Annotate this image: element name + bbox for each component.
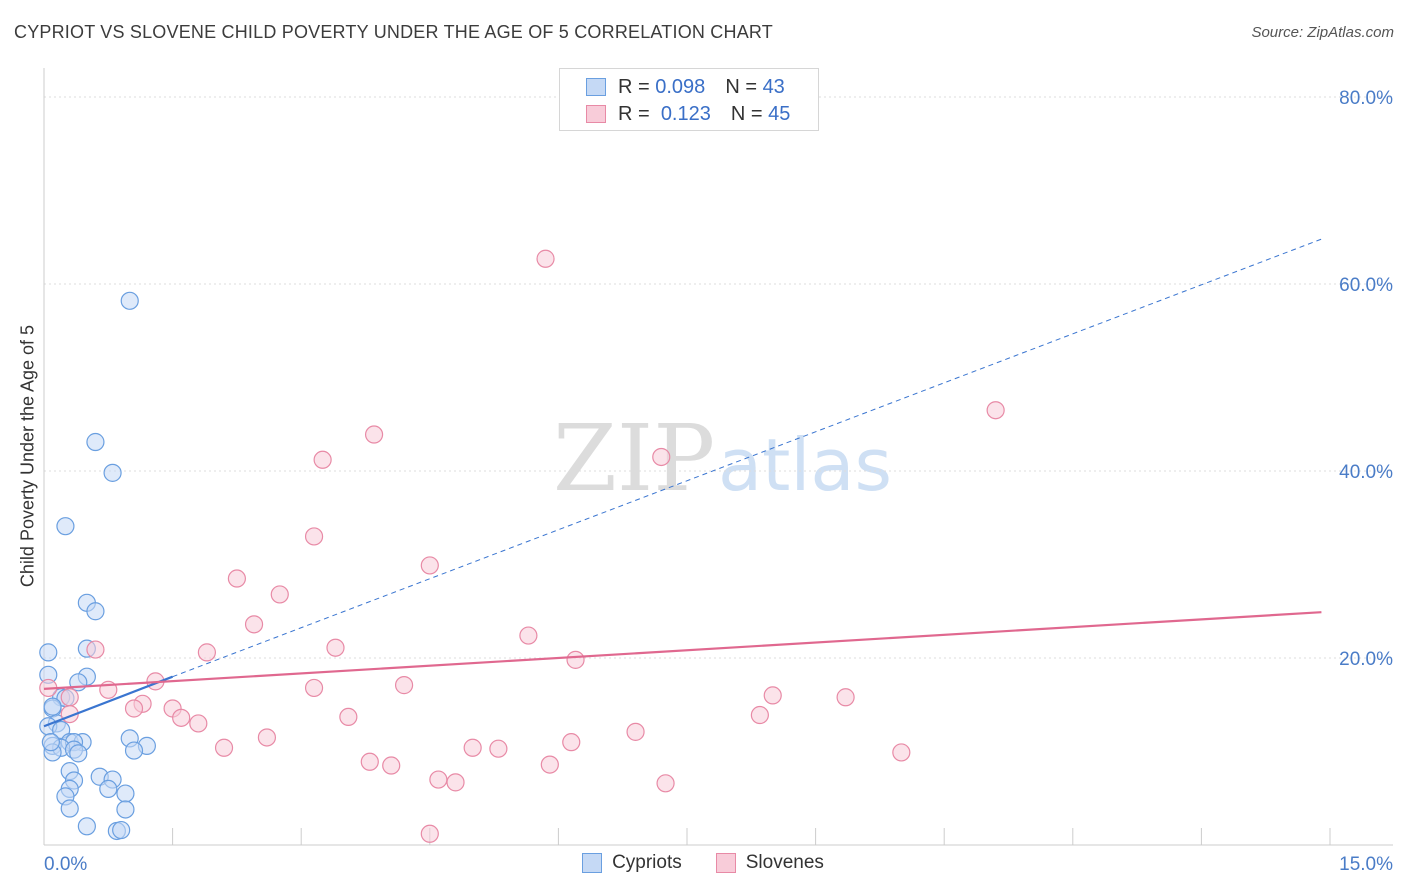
slovenes-point <box>197 643 216 662</box>
slovenes-point <box>519 626 538 645</box>
cypriots-point <box>43 697 62 716</box>
cypriots-point <box>116 800 135 819</box>
slovenes-point <box>189 714 208 733</box>
cypriots-point <box>124 741 144 760</box>
slovenes-swatch <box>586 105 606 123</box>
slovenes-point <box>446 773 465 792</box>
slovenes-point <box>626 722 645 741</box>
slovenes-point <box>429 770 448 789</box>
x-tick-label-min: 0.0% <box>44 854 87 875</box>
slovenes-point <box>86 640 105 659</box>
slovenes-point <box>382 756 401 775</box>
r-label: R = <box>618 102 650 125</box>
n-value-slovenes: 45 <box>768 102 791 125</box>
cypriots-point <box>99 779 118 799</box>
slovenes-point <box>892 743 911 762</box>
slovenes-point <box>536 249 555 268</box>
cypriots-point <box>56 517 75 536</box>
legend-item-slovenes[interactable]: Slovenes <box>715 852 824 874</box>
slovenes-point <box>360 752 379 771</box>
slovenes-point <box>562 733 581 752</box>
n-label: N = <box>730 102 763 125</box>
slovenes-point <box>364 425 384 444</box>
cypriots-point <box>86 432 105 452</box>
chart-title: CYPRIOT VS SLOVENE CHILD POVERTY UNDER T… <box>14 22 773 42</box>
cypriots-swatch <box>586 78 606 96</box>
slovenes-point <box>244 615 264 634</box>
cypriots-trend-extension <box>172 238 1322 678</box>
source-label: Source: ZipAtlas.com <box>1251 24 1394 41</box>
legend-label-slovenes: Slovenes <box>745 852 824 873</box>
slovenes-point <box>420 824 439 843</box>
slovenes-trend-line <box>43 611 1322 690</box>
slovenes-legend-swatch <box>715 853 736 873</box>
cypriots-point <box>69 744 88 763</box>
cypriots-point <box>69 673 88 692</box>
cypriots-point <box>103 463 122 482</box>
slovenes-point <box>257 728 277 747</box>
slovenes-point <box>463 738 482 757</box>
series-legend: Cypriots Slovenes <box>0 852 1406 874</box>
n-value-cypriots: 43 <box>762 75 785 98</box>
slovenes-point <box>214 738 234 757</box>
y-tick-label: 60.0% <box>1339 275 1393 296</box>
y-tick-label: 80.0% <box>1339 88 1393 109</box>
cypriots-point <box>120 291 139 310</box>
slovenes-point <box>836 688 855 707</box>
slovenes-point <box>326 638 345 657</box>
slovenes-point <box>420 556 439 575</box>
cypriots-point <box>86 602 105 621</box>
cypriots-point <box>112 820 131 840</box>
r-value-cypriots: 0.098 <box>655 75 706 98</box>
legend-item-cypriots[interactable]: Cypriots <box>582 852 682 874</box>
cypriots-point <box>77 817 96 836</box>
slovenes-point <box>270 585 289 604</box>
y-tick-label: 40.0% <box>1339 462 1393 483</box>
slovenes-point <box>339 707 358 727</box>
stats-row-cypriots: R = 0.098 N = 43 <box>586 75 785 99</box>
slovenes-point <box>750 705 769 725</box>
slovenes-point <box>656 774 675 793</box>
cypriots-trend-line <box>43 675 173 728</box>
legend-label-cypriots: Cypriots <box>612 852 682 873</box>
slovenes-point <box>763 686 782 705</box>
r-label: R = <box>618 75 650 98</box>
slovenes-point <box>566 650 585 669</box>
cypriots-point <box>39 643 58 662</box>
slovenes-point <box>227 569 246 588</box>
slovenes-point <box>313 450 332 469</box>
slovenes-point <box>60 688 79 707</box>
slovenes-point <box>172 708 191 727</box>
cypriots-point <box>60 799 79 818</box>
cypriots-legend-swatch <box>582 853 603 873</box>
slovenes-point <box>304 527 324 546</box>
r-value-slovenes: 0.123 <box>660 102 711 125</box>
slovenes-point <box>986 401 1005 420</box>
stats-row-slovenes: R = 0.123 N = 45 <box>586 102 790 126</box>
watermark-zip: ZIP <box>553 405 715 512</box>
slovenes-point <box>540 755 559 774</box>
slovenes-point <box>394 676 414 695</box>
slovenes-point <box>124 699 144 718</box>
x-tick-label-max: 15.0% <box>1339 854 1393 875</box>
slovenes-point <box>489 739 508 758</box>
n-label: N = <box>725 75 757 98</box>
slovenes-point <box>304 678 324 698</box>
y-tick-label: 20.0% <box>1339 649 1393 670</box>
slovenes-point <box>652 447 671 467</box>
stats-legend: R = 0.098 N = 43 R = 0.123 N = 45 <box>559 68 819 131</box>
watermark-atlas: atlas <box>718 423 892 507</box>
cypriots-point <box>116 784 135 803</box>
cypriots-point <box>41 733 60 752</box>
